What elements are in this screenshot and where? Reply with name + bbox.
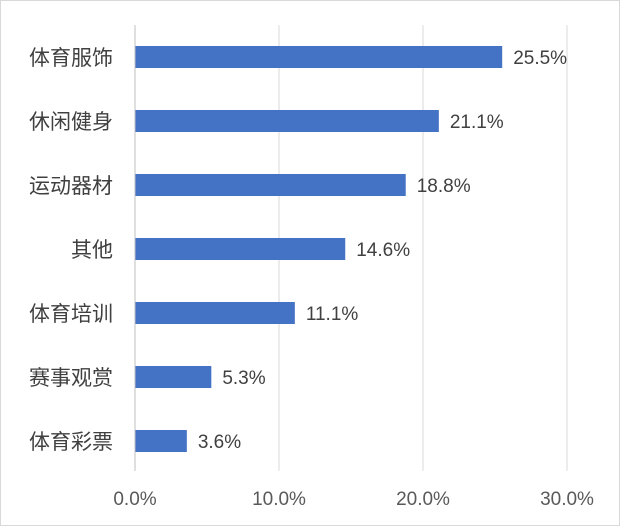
bar-3 [135, 238, 346, 260]
category-label-4: 体育培训 [29, 302, 113, 326]
category-label-3: 其他 [71, 238, 113, 262]
bar-1 [135, 110, 439, 132]
bar-0 [135, 46, 503, 68]
data-label-4: 11.1% [306, 304, 359, 325]
x-tick-label-0: 0.0% [113, 489, 156, 510]
data-label-5: 5.3% [222, 368, 265, 389]
category-label-0: 体育服饰 [29, 46, 113, 70]
data-label-3: 14.6% [356, 240, 410, 261]
x-tick-label-3: 30.0% [540, 489, 594, 510]
data-label-6: 3.6% [198, 432, 241, 453]
category-label-2: 运动器材 [29, 174, 113, 198]
category-label-1: 休闲健身 [29, 110, 113, 134]
bar-6 [135, 430, 187, 452]
category-label-5: 赛事观赏 [29, 366, 113, 390]
x-tick-label-1: 10.0% [252, 489, 306, 510]
bar-4 [135, 302, 295, 324]
category-label-6: 体育彩票 [29, 430, 113, 454]
bar-2 [135, 174, 406, 196]
data-label-2: 18.8% [417, 176, 471, 197]
x-tick-label-2: 20.0% [396, 489, 450, 510]
data-label-1: 21.1% [450, 112, 504, 133]
data-label-0: 25.5% [513, 48, 567, 69]
bar-5 [135, 366, 212, 388]
